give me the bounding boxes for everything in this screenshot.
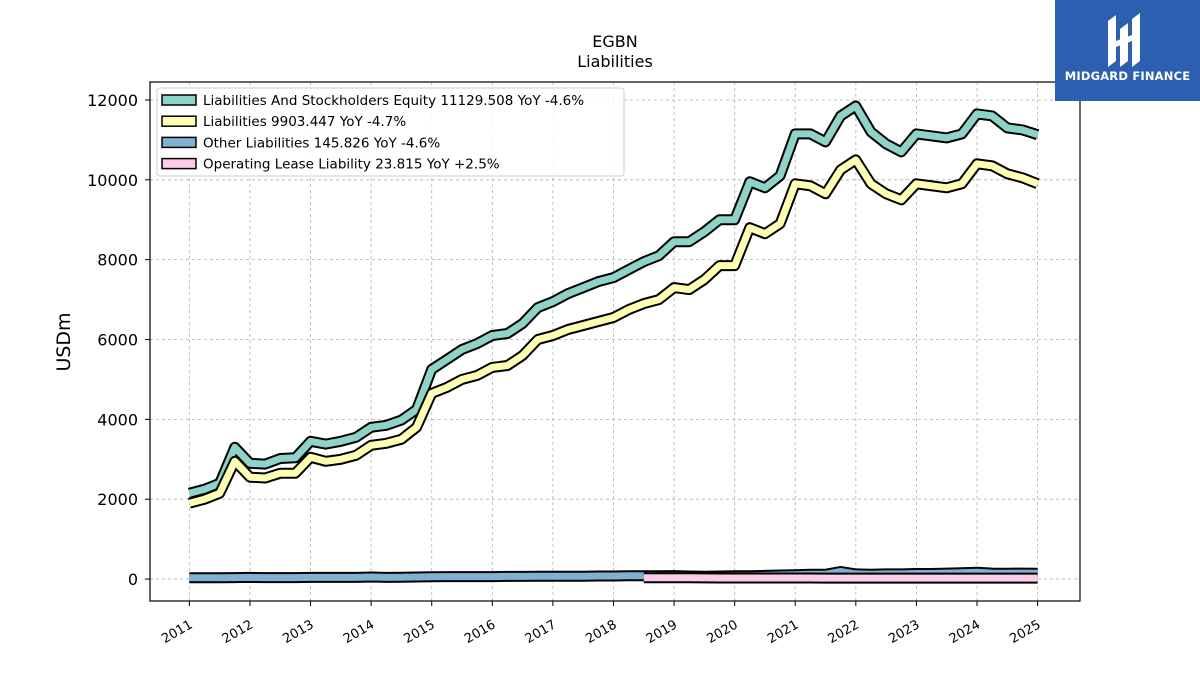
y-tick-label: 10000 (87, 171, 138, 190)
y-tick-label: 4000 (97, 410, 138, 429)
legend-box (156, 87, 625, 177)
x-tick-label: 2021 (765, 617, 801, 647)
x-tick-label: 2014 (341, 617, 377, 647)
y-tick-label: 6000 (97, 331, 138, 350)
plot-frame (149, 81, 1081, 602)
brand-mark-icon (1108, 13, 1140, 67)
legend-label: Liabilities And Stockholders Equity 1112… (203, 93, 584, 109)
series-line (188, 102, 1039, 497)
y-tick-label: 2000 (97, 490, 138, 509)
x-tick-label: 2020 (704, 617, 740, 647)
y-axis: 0 2000 4000 6000 8000 10000 12000 (87, 91, 150, 589)
x-tick-label: 2012 (220, 617, 256, 647)
y-axis-label: USDm (53, 312, 75, 371)
y-tick-label: 12000 (87, 91, 138, 110)
legend-swatch (161, 157, 197, 170)
x-tick-label: 2017 (523, 617, 559, 647)
legend: Liabilities And Stockholders Equity 1112… (156, 87, 625, 177)
x-axis: 2011 2012 2013 2014 2015 2016 2017 2018 2019 2020… (159, 601, 1044, 647)
legend-label: Other Liabilities 145.826 YoY -4.6% (203, 135, 440, 151)
series-layer (187, 100, 1040, 584)
y-tick-label: 0 (128, 570, 138, 589)
x-tick-label: 2025 (1007, 617, 1043, 647)
x-tick-label: 2023 (886, 617, 922, 647)
series-outline (187, 154, 1040, 509)
legend-label: Liabilities 9903.447 YoY -4.7% (203, 114, 406, 130)
x-tick-label: 2015 (402, 617, 438, 647)
series-line (188, 156, 1039, 507)
legend-swatch (161, 94, 197, 106)
x-tick-label: 2022 (826, 617, 862, 647)
chart-title: EGBN (592, 32, 637, 51)
x-tick-label: 2018 (583, 617, 619, 647)
brand-logo: MIDGARD FINANCE (1055, 0, 1200, 101)
legend-swatch (161, 136, 197, 149)
chart-subtitle: Liabilities (577, 52, 653, 71)
x-tick-label: 2013 (280, 617, 316, 647)
x-tick-label: 2019 (644, 617, 680, 647)
legend-label: Operating Lease Liability 23.815 YoY +2.… (203, 157, 500, 173)
x-tick-label: 2016 (462, 617, 498, 647)
brand-name: MIDGARD FINANCE (1064, 69, 1191, 83)
x-tick-label: 2024 (947, 617, 983, 647)
y-tick-label: 8000 (97, 251, 138, 270)
x-tick-label: 2011 (159, 617, 195, 647)
legend-swatch (161, 115, 197, 127)
